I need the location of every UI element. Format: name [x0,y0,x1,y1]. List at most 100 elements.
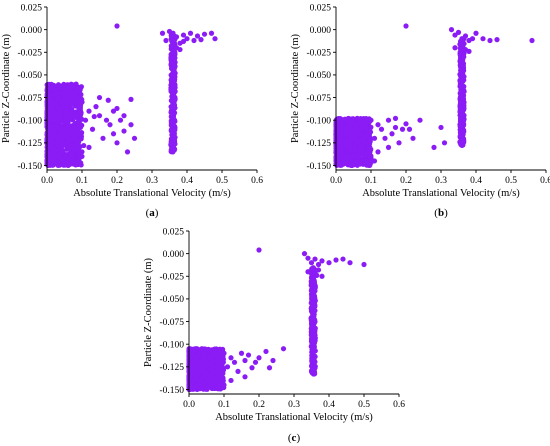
tail-point [242,374,248,380]
cluster-point [64,139,70,146]
cluster-point [209,383,215,390]
column-head-point [494,37,500,43]
column-head-point [308,278,315,284]
column-head-point [340,256,346,262]
cluster-point [207,354,213,360]
cluster-point [77,112,84,118]
column-head-point [487,37,493,44]
x-tick-label: 0.0 [183,400,195,410]
column-head-point [459,36,465,42]
cluster-point [365,140,372,146]
cluster-point [211,352,217,358]
cluster-point [44,149,51,156]
column-head-point [194,33,201,39]
cluster-point [336,117,342,123]
cluster-point [214,370,221,376]
x-tick-label: 0.6 [540,176,550,186]
x-tick-label: 0.4 [470,176,482,186]
cluster-point [364,132,370,138]
x-axis-title: Absolute Translational Velocity (m/s) [73,188,231,199]
column-point [460,117,466,123]
x-axis-title: Absolute Translational Velocity (m/s) [215,412,373,423]
column-point [311,308,317,315]
scatter-points [44,23,218,169]
cluster-point [55,104,61,110]
cluster-point [338,132,345,138]
tail-point [399,126,406,132]
cluster-point [70,84,76,90]
y-tick-label: 0.000 [163,250,185,260]
cluster-point [57,134,63,140]
cluster-point [76,118,82,125]
cluster-point [51,86,58,92]
column-point [459,108,465,114]
x-tick-label: 0.2 [111,176,123,186]
cluster-point [344,143,350,149]
column-head-point [315,261,322,268]
tail-point [431,144,437,150]
cluster-point [58,108,64,114]
column-point [457,62,463,68]
panel-c: 0.0 0.1 0.2 0.3 0.4 0.5 0.6 0.025 0.000 -0.025 -0.… [143,227,405,444]
panel-b: 0.0 0.1 0.2 0.3 0.4 0.5 0.6 0.025 0.000 -0.025 -0.… [290,3,550,219]
column-point [171,140,177,146]
column-head-point [184,36,190,42]
tail-point [228,355,234,361]
column-head-point [347,260,353,266]
column-point [309,338,315,344]
cluster-point [47,110,54,116]
tail-point [371,135,378,141]
tail-point [438,124,444,131]
tail-point [249,365,255,371]
cluster-point [366,145,372,151]
y-tick-label: -0.125 [17,139,42,149]
cluster-point [51,131,58,138]
cluster-point [207,367,214,373]
cluster-point [66,146,72,152]
tail-point [89,126,96,132]
cluster-point [50,126,57,132]
y-tick-label: -0.075 [17,94,42,104]
cluster-point [65,86,71,92]
cluster-point [367,129,374,135]
cluster-point [368,124,374,130]
outlier-point [361,261,367,268]
cluster-point [220,356,226,362]
cluster-point [79,149,85,155]
cluster-point [220,370,226,376]
cluster-point [193,356,199,362]
tail-point [396,140,402,146]
scatter-points [186,247,367,393]
cluster-point [55,138,61,144]
outlier-point [256,247,262,253]
tail-point [121,113,127,119]
tail-point [389,131,395,137]
tail-point [382,135,388,141]
column-head-point [459,43,465,49]
cluster-point [353,123,359,129]
cluster-point [51,159,57,165]
y-tick-label: -0.025 [306,49,331,59]
column-head-point [319,273,325,279]
tail-point [86,108,92,114]
column-head-point [314,272,320,278]
outlier-point [403,23,409,29]
column-head-point [452,32,458,38]
column-point [457,81,463,87]
y-tick-label: -0.075 [159,318,184,328]
tail-point [114,140,120,146]
tail-point [82,117,89,123]
tail-point [128,96,134,102]
y-tick-label: -0.100 [159,340,184,350]
column-head-point [159,30,166,36]
tail-point [238,350,245,356]
x-tick-label: 0.3 [146,176,158,186]
column-point [171,116,177,122]
tail-point [96,113,103,119]
scatter-points [333,23,535,169]
column-point [170,83,176,89]
cluster-point [355,132,362,138]
tail-point [235,368,241,374]
cluster-point [65,125,71,131]
cluster-point [49,99,55,106]
